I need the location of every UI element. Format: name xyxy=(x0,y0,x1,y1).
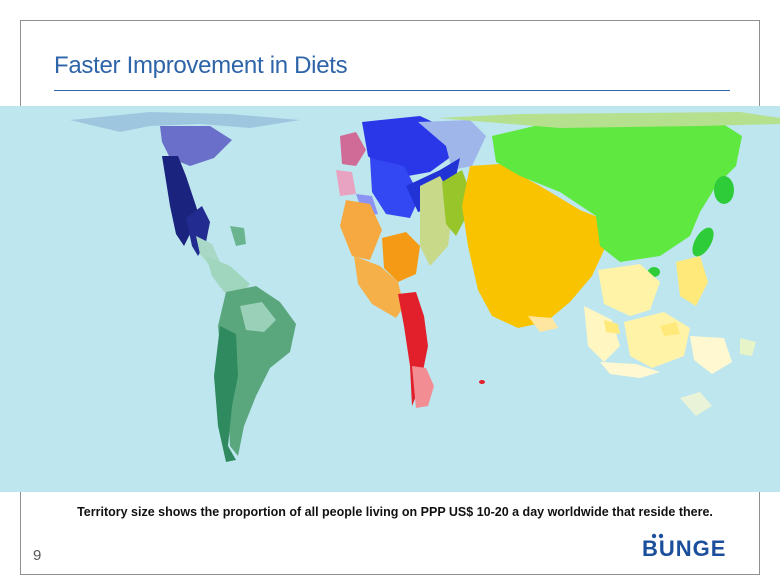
logo-dots-icon xyxy=(651,533,664,539)
north-america-region xyxy=(70,112,300,266)
oceania-region xyxy=(680,392,712,416)
asia-pacific-region xyxy=(584,256,756,378)
slide-title: Faster Improvement in Diets xyxy=(54,52,348,79)
cartogram-world-map-icon xyxy=(0,106,780,492)
title-divider xyxy=(54,90,730,91)
africa-region xyxy=(340,170,485,408)
bunge-logo: BUNGE xyxy=(642,536,727,561)
page-number: 9 xyxy=(33,547,42,564)
map-caption: Territory size shows the proportion of a… xyxy=(77,505,713,519)
south-asia-region xyxy=(462,164,606,332)
south-america-region xyxy=(206,226,296,462)
east-asia-region xyxy=(438,112,780,277)
